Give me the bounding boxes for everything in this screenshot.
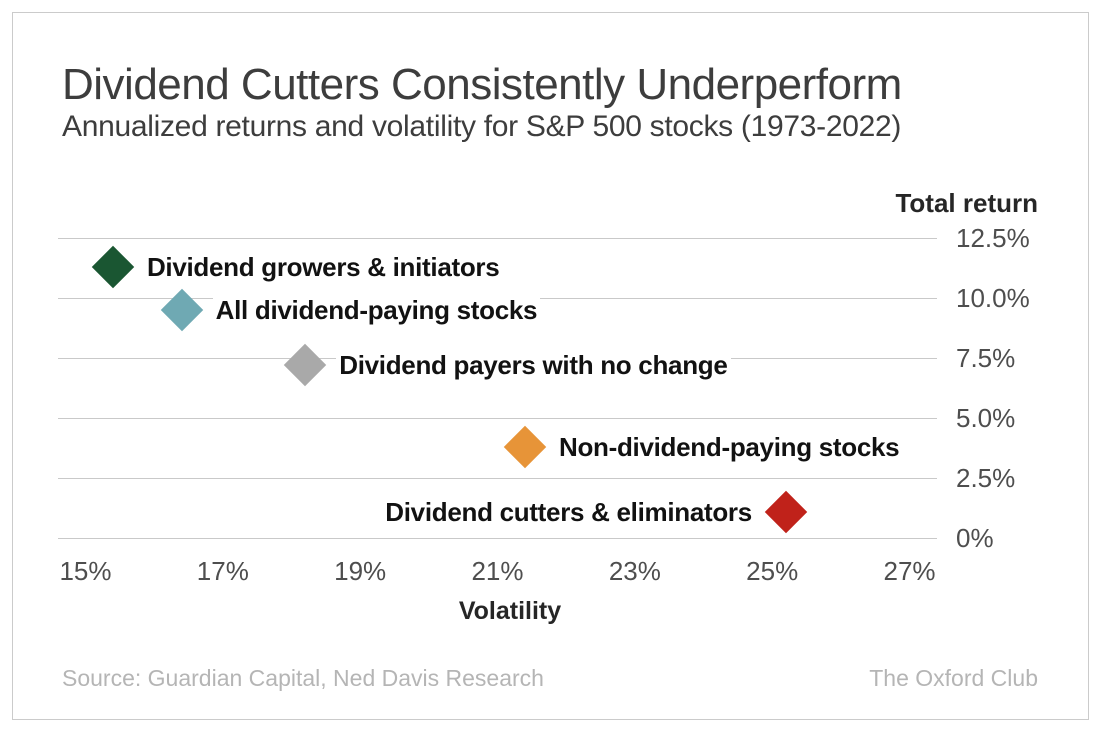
x-tick-label: 15% <box>59 556 112 586</box>
gridline <box>58 537 937 539</box>
y-tick-label: 7.5% <box>956 343 1016 373</box>
x-tick-label: 27% <box>883 556 936 586</box>
x-axis-title: Volatility <box>458 597 562 625</box>
x-tick-label: 25% <box>746 556 799 586</box>
data-point-label: All dividend-paying stocks <box>212 289 541 331</box>
chart-subtitle: Annualized returns and volatility for S&… <box>62 110 902 143</box>
x-tick-label: 21% <box>471 556 524 586</box>
data-point-label: Dividend cutters & eliminators <box>382 490 755 533</box>
x-tick-label: 19% <box>334 556 387 586</box>
data-point-label: Non-dividend-paying stocks <box>555 425 903 468</box>
data-point-label: Dividend growers & initiators <box>143 245 503 288</box>
brand-credit: The Oxford Club <box>869 665 1038 691</box>
chart-title: Dividend Cutters Consistently Underperfo… <box>62 60 902 109</box>
y-tick-label: 0% <box>956 523 994 553</box>
x-tick-label: 17% <box>196 556 249 586</box>
y-axis-title: Total return <box>895 188 1038 218</box>
source-credit: Source: Guardian Capital, Ned Davis Rese… <box>62 665 544 691</box>
x-tick-label: 23% <box>608 556 661 586</box>
gridline <box>58 417 937 419</box>
data-point-label: Dividend payers with no change <box>336 344 731 387</box>
y-tick-label: 12.5% <box>956 223 1030 253</box>
gridline <box>58 237 937 239</box>
y-tick-label: 5.0% <box>956 403 1016 433</box>
y-tick-label: 2.5% <box>956 463 1016 493</box>
y-tick-label: 10.0% <box>956 283 1030 313</box>
gridline <box>58 477 937 479</box>
